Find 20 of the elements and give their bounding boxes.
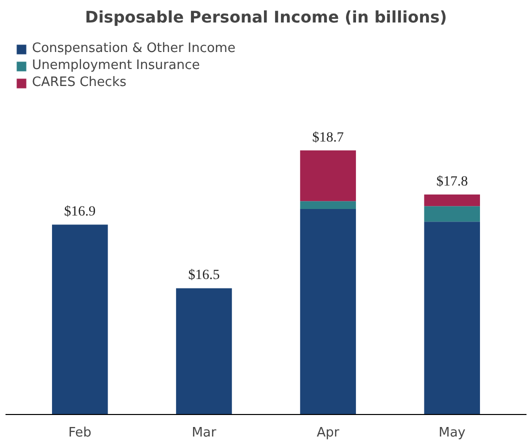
x-tick-label: Apr [316,426,340,440]
bar [424,194,480,206]
x-tick-label: Feb [68,426,92,440]
bar [52,224,108,414]
legend-label: Conspensation & Other Income [32,41,236,56]
annotation: $17.8 [436,174,468,190]
bar [300,201,356,209]
x-tick-label: May [438,426,466,440]
legend-label: CARES Checks [32,75,126,90]
bar [176,288,232,414]
legend-label: Unemployment Insurance [32,58,200,73]
bar [300,150,356,202]
bar [424,206,480,222]
x-tick-label: Mar [192,426,217,440]
chart-title: Disposable Personal Income (in billions) [85,8,447,26]
annotation: $16.9 [64,204,96,220]
annotation: $16.5 [188,268,220,284]
bar [424,222,480,414]
bar [300,209,356,414]
annotation: $18.7 [312,130,344,146]
